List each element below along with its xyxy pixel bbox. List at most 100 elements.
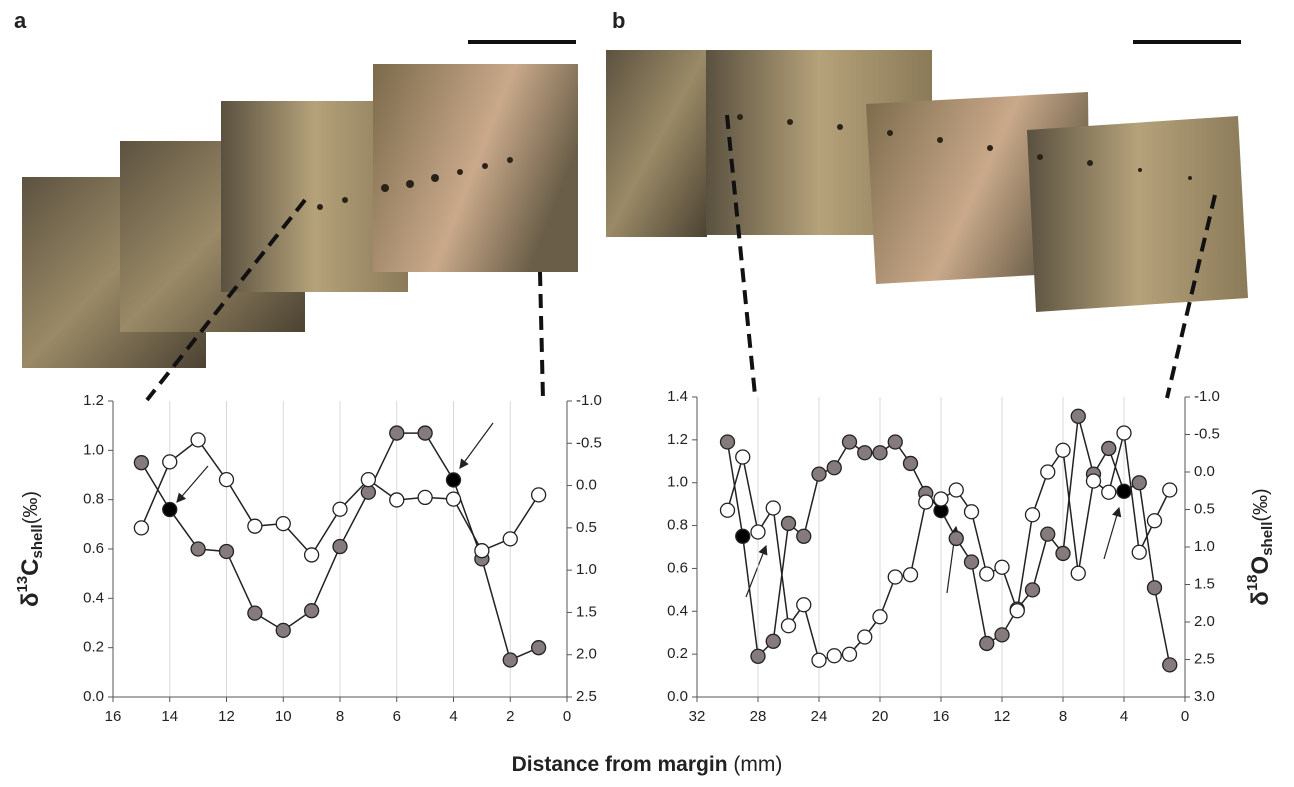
data-point xyxy=(841,434,858,450)
y2-tick-label: 3.0 xyxy=(1194,688,1215,705)
axis-label-main: C xyxy=(17,558,44,575)
sample-holes xyxy=(737,114,1192,180)
y-tick-label: 0.4 xyxy=(83,589,104,606)
data-point xyxy=(389,425,405,441)
axis-label-unit: (‰) xyxy=(1250,488,1272,521)
y2-tick-label: 0.0 xyxy=(1194,463,1215,480)
data-point xyxy=(247,605,263,621)
y2-tick-label: -1.0 xyxy=(576,392,602,409)
axis-label: δ13Cshell(‰) xyxy=(14,491,46,607)
data-point xyxy=(332,501,348,517)
x-tick-label: 8 xyxy=(336,708,344,725)
data-point xyxy=(857,629,873,645)
x-tick-label: 16 xyxy=(933,708,950,725)
axis-label-sup: 18 xyxy=(1244,574,1261,591)
axis-label-main: O xyxy=(1247,556,1274,575)
data-point xyxy=(502,652,518,668)
data-point xyxy=(190,432,206,448)
y2-tick-label: 1.0 xyxy=(1194,538,1215,555)
data-point xyxy=(902,455,919,472)
data-point xyxy=(275,622,291,639)
y2-tick-label: -0.5 xyxy=(576,434,602,451)
y-tick-label: 1.4 xyxy=(667,388,688,405)
data-point xyxy=(530,640,547,656)
data-point xyxy=(1009,603,1025,619)
data-point xyxy=(826,648,842,664)
data-point xyxy=(750,524,766,540)
data-point xyxy=(360,484,377,500)
data-point xyxy=(826,460,842,476)
data-point xyxy=(1162,657,1178,673)
data-point xyxy=(1146,580,1163,596)
x-tick-label: 12 xyxy=(994,708,1011,725)
data-point xyxy=(1024,582,1041,598)
data-point xyxy=(811,466,827,482)
y-tick-label: 0.2 xyxy=(667,645,688,662)
data-point xyxy=(162,501,178,518)
data-point xyxy=(1040,464,1056,480)
y-tick-label: 0.4 xyxy=(667,602,688,619)
y2-tick-label: -0.5 xyxy=(1194,425,1220,442)
data-point xyxy=(979,566,995,582)
data-point xyxy=(133,520,150,536)
y-tick-label: 0.6 xyxy=(83,540,104,557)
data-point xyxy=(417,425,433,441)
y2-tick-label: 2.0 xyxy=(1194,613,1215,630)
data-point xyxy=(963,554,980,570)
axis-label-symbol: δ xyxy=(17,592,44,607)
data-point xyxy=(445,472,462,488)
photo xyxy=(1027,116,1248,312)
data-point xyxy=(735,528,751,544)
y-tick-label: 1.2 xyxy=(667,431,688,448)
data-point xyxy=(502,531,518,547)
photo xyxy=(373,64,578,272)
x-tick-label: 0 xyxy=(563,708,571,725)
arrow xyxy=(176,465,209,503)
data-point xyxy=(303,547,320,563)
data-point xyxy=(963,504,980,520)
data-point xyxy=(948,530,964,547)
panel-label: a xyxy=(14,8,27,33)
x-tick-label: 14 xyxy=(161,708,178,725)
axis-label-sub: shell xyxy=(1259,522,1276,556)
data-point xyxy=(1055,545,1071,562)
data-point xyxy=(811,652,827,668)
data-point xyxy=(765,500,781,516)
data-point xyxy=(303,603,320,619)
y-tick-label: 0.2 xyxy=(83,639,104,656)
y2-tick-label: 2.5 xyxy=(1194,650,1215,667)
axis-label-sub: shell xyxy=(29,524,46,558)
data-point xyxy=(918,494,934,510)
data-point xyxy=(247,518,263,534)
y-tick-label: 1.2 xyxy=(83,392,104,409)
data-point xyxy=(750,648,766,664)
data-point xyxy=(1116,483,1132,499)
data-point xyxy=(887,569,903,585)
x-axis-label-main: Distance from margin xyxy=(512,753,728,776)
y2-tick-label: 2.0 xyxy=(576,646,597,663)
y-tick-label: 1.0 xyxy=(667,474,688,491)
data-point xyxy=(979,635,995,652)
y-tick-label: 0.8 xyxy=(667,517,688,534)
axis-label-unit: (‰) xyxy=(20,491,42,524)
x-tick-label: 28 xyxy=(750,708,767,725)
data-point xyxy=(1101,484,1117,500)
data-point xyxy=(719,502,736,518)
data-point xyxy=(1116,425,1132,441)
data-point xyxy=(933,491,949,507)
arrow xyxy=(459,422,494,469)
axis-label-symbol: δ xyxy=(1247,591,1274,606)
data-point xyxy=(389,492,405,508)
x-tick-label: 24 xyxy=(811,708,828,725)
data-point xyxy=(530,487,547,503)
axes xyxy=(112,401,568,698)
sample-holes xyxy=(317,157,513,210)
data-point xyxy=(474,543,490,559)
data-point xyxy=(1085,473,1102,489)
y2-tick-label: 2.5 xyxy=(576,688,597,705)
y-tick-label: 0.8 xyxy=(83,491,104,508)
data-point xyxy=(872,609,888,625)
data-point xyxy=(445,491,462,507)
x-tick-label: 16 xyxy=(105,708,122,725)
x-tick-label: 4 xyxy=(449,708,457,725)
